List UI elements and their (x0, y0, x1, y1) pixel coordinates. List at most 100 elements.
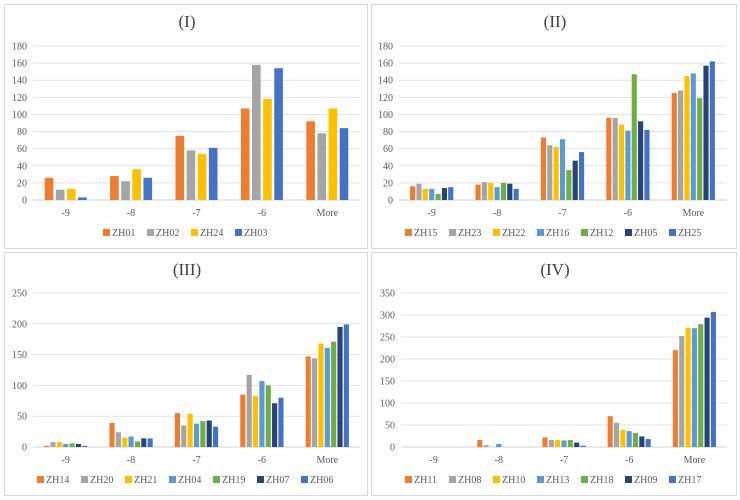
legend-label-zh21: ZH21 (134, 475, 157, 486)
legend-swatch-zh21 (125, 476, 132, 483)
bar-zh16--8 (494, 187, 500, 200)
y-tick-label: 350 (380, 289, 395, 300)
bar-zh15--6 (606, 117, 612, 200)
y-tick-label: 40 (383, 161, 393, 172)
bar-zh12-more (697, 98, 703, 200)
bar-zh05--7 (572, 160, 578, 200)
bar-zh09-more (704, 317, 710, 447)
y-tick-label: 200 (380, 355, 395, 366)
chart-title: (III) (173, 260, 201, 279)
bar-zh05--6 (638, 121, 644, 200)
y-tick-label: 0 (22, 196, 27, 207)
bar-zh07--6 (272, 403, 278, 447)
bar-zh14--7 (174, 413, 181, 447)
bar-zh03--6 (274, 68, 283, 200)
bar-zh13--7 (561, 440, 567, 447)
bar-zh04-more (324, 347, 330, 447)
bar-zh02--7 (186, 150, 196, 200)
legend-swatch-zh01 (103, 229, 110, 236)
y-tick-label: 160 (378, 59, 393, 70)
bar-zh11--6 (607, 416, 613, 447)
x-tick-label: -8 (495, 455, 503, 466)
legend-swatch-zh18 (581, 476, 588, 483)
bar-zh25--9 (448, 187, 454, 200)
legend-swatch-zh19 (213, 476, 220, 483)
legend-swatch-zh10 (493, 476, 500, 483)
y-tick-label: 300 (380, 311, 395, 322)
legend-label-zh24: ZH24 (200, 228, 223, 239)
bar-zh25-more (709, 61, 715, 201)
legend-swatch-zh08 (449, 476, 456, 483)
chart-panel-ii: (II) 0 20 40 60 80 100 120 140 160 180 -9 -8 -7 -6 More… (371, 4, 737, 249)
bar-zh06-more (343, 324, 349, 447)
bar-zh19--8 (134, 441, 141, 447)
legend-label-zh23: ZH23 (458, 228, 481, 239)
legend-label-zh25: ZH25 (678, 228, 701, 239)
bar-zh19--6 (265, 385, 271, 447)
bar-zh16-more (690, 73, 696, 200)
legend-label-zh11: ZH11 (414, 475, 437, 486)
bar-zh14--6 (240, 394, 246, 447)
y-tick-label: 150 (12, 350, 27, 361)
chart-svg-ii: (II) 0 20 40 60 80 100 120 140 160 180 -9 -8 -7 -6 More… (378, 12, 726, 239)
bar-zh02--6 (252, 64, 261, 200)
y-tick-label: 50 (17, 412, 27, 423)
bar-zh19-more (331, 341, 337, 447)
legend-label-zh07: ZH07 (266, 475, 289, 486)
chart-title: (II) (544, 12, 567, 31)
bar-zh22--9 (422, 188, 428, 200)
bar-zh13--8 (496, 443, 502, 447)
x-tick-label: -6 (258, 208, 266, 219)
bar-zh11--7 (542, 437, 548, 447)
legend-swatch-zh04 (169, 476, 176, 483)
y-tick-label: 180 (378, 42, 393, 53)
chart-title: (I) (179, 12, 196, 31)
legend-label-zh15: ZH15 (414, 228, 437, 239)
bar-zh21--9 (56, 442, 62, 447)
y-tick-label: 50 (385, 421, 395, 432)
y-tick-label: 180 (12, 42, 27, 53)
bar-zh22--6 (618, 124, 625, 200)
y-tick-label: 60 (17, 144, 27, 155)
legend-label-zh19: ZH19 (222, 475, 245, 486)
bar-zh25--6 (644, 129, 650, 200)
y-tick-label: 120 (12, 93, 27, 104)
y-tick-label: 0 (22, 443, 27, 454)
chart-svg-iii: (III) 0 50 100 150 200 250 -9 -8 -7 -6 More ZH14 ZH20… (12, 260, 360, 486)
legend-label-zh05: ZH05 (634, 228, 657, 239)
x-tick-label: -6 (625, 455, 633, 466)
x-tick-label: -6 (258, 455, 266, 466)
legend-swatch-zh13 (537, 476, 544, 483)
bar-zh24--8 (132, 169, 141, 200)
bar-zh02--8 (121, 181, 130, 200)
bar-zh20--6 (246, 374, 252, 447)
bar-zh18--6 (632, 432, 639, 447)
x-tick-label: -7 (192, 208, 200, 219)
y-tick-label: 140 (12, 76, 27, 87)
y-tick-label: 60 (383, 144, 393, 155)
bar-zh12--7 (566, 170, 572, 200)
y-tick-label: 140 (378, 76, 393, 87)
chart-panel-iv: (IV) 0 50 100 150 200 250 300 350 -9 -8 -7 -6 More ZH1… (371, 252, 737, 496)
bar-zh01--6 (240, 108, 250, 200)
legend-swatch-zh07 (257, 476, 264, 483)
bar-zh01--9 (44, 177, 54, 200)
legend-label-zh22: ZH22 (502, 228, 525, 239)
legend-label-zh17: ZH17 (678, 475, 701, 486)
legend-swatch-zh05 (625, 229, 632, 236)
bar-zh05-more (703, 65, 709, 201)
bar-zh17--7 (580, 445, 586, 447)
y-tick-label: 100 (378, 110, 393, 121)
legend-swatch-zh09 (625, 476, 632, 483)
bar-zh16--6 (625, 130, 631, 200)
bar-zh06--6 (278, 397, 284, 447)
bar-zh03-more (339, 128, 349, 200)
bar-zh15--9 (410, 186, 416, 200)
y-tick-label: 80 (17, 127, 27, 138)
bar-zh21-more (318, 343, 324, 447)
bar-zh24--7 (197, 153, 207, 200)
x-tick-label: -9 (62, 455, 70, 466)
legend-label-zh04: ZH04 (178, 475, 201, 486)
bar-zh01-more (306, 121, 315, 200)
legend-label-zh13: ZH13 (546, 475, 569, 486)
